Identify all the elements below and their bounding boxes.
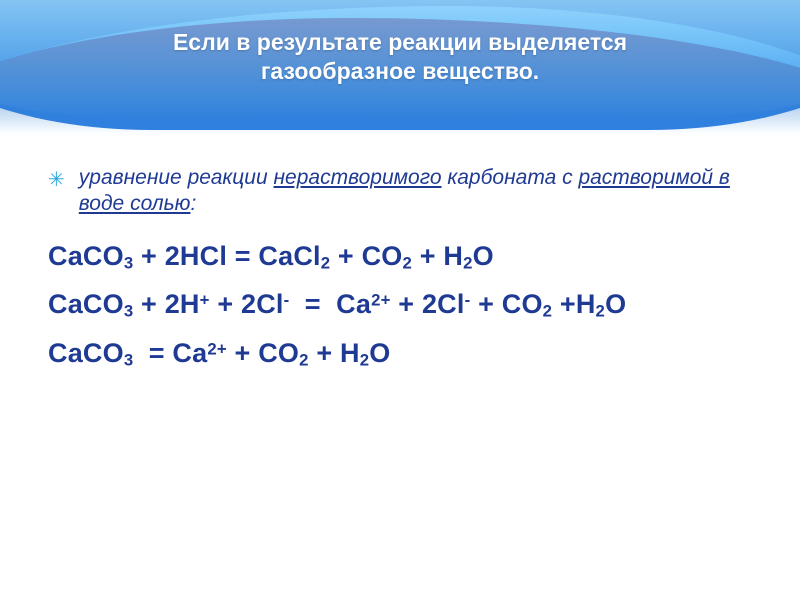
slide-title: Если в результате реакции выделяется газ…	[0, 28, 800, 86]
equation-3: CaCO3 = Ca2+ + CO2 + H2O	[48, 333, 752, 374]
title-line-1: Если в результате реакции выделяется	[173, 29, 627, 55]
bullet-marker-icon: ✳	[48, 167, 65, 193]
bullet-text: уравнение реакции нерастворимого карбона…	[79, 165, 752, 218]
equation-1: CaCO3 + 2HCl = CaCl2 + CO2 + H2O	[48, 236, 752, 277]
bullet-text-part1: уравнение реакции	[79, 166, 274, 189]
bullet-item: ✳ уравнение реакции нерастворимого карбо…	[48, 165, 752, 218]
slide: Если в результате реакции выделяется газ…	[0, 0, 800, 600]
bullet-text-part3: :	[190, 192, 196, 215]
bullet-text-part2: карбоната с	[442, 166, 579, 189]
slide-content: ✳ уравнение реакции нерастворимого карбо…	[48, 165, 752, 381]
title-line-2: газообразное вещество.	[261, 58, 539, 84]
equation-2: CaCO3 + 2H+ + 2Cl- = Ca2+ + 2Cl- + CO2 +…	[48, 284, 752, 325]
bullet-underline-1: нерастворимого	[274, 166, 442, 189]
